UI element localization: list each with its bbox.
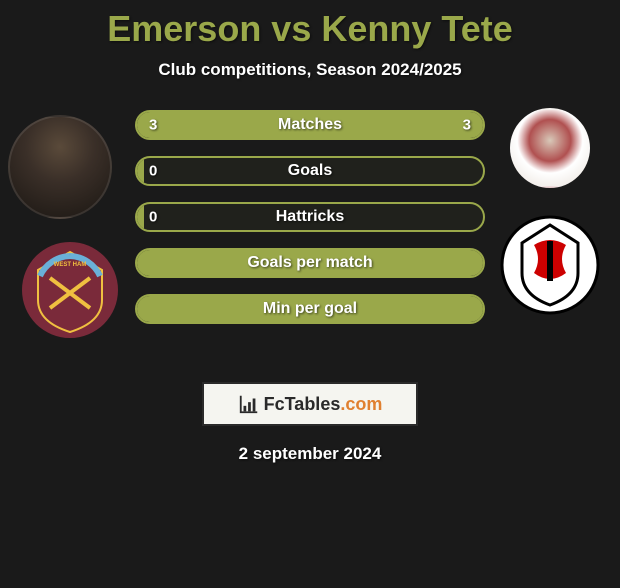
comparison-panel: WEST HAM 33Matches 0Goals 0Hattricks Goals …	[0, 110, 620, 370]
stat-label: Matches	[137, 116, 483, 134]
stat-row: 0Hattricks	[135, 202, 485, 232]
club-right-badge	[500, 215, 600, 315]
logo-text-main: FcTables	[264, 394, 341, 414]
west-ham-icon: WEST HAM	[20, 240, 120, 340]
date-label: 2 september 2024	[0, 444, 620, 464]
stat-row: Goals per match	[135, 248, 485, 278]
stat-row: Min per goal	[135, 294, 485, 324]
stat-label: Min per goal	[137, 300, 483, 318]
player-left-avatar	[8, 115, 112, 219]
stat-row: 33Matches	[135, 110, 485, 140]
chart-icon	[238, 393, 260, 415]
svg-text:WEST HAM: WEST HAM	[54, 262, 87, 268]
logo-text-tld: .com	[340, 394, 382, 414]
stat-label: Goals	[137, 162, 483, 180]
stat-bars: 33Matches 0Goals 0Hattricks Goals per match…	[135, 110, 485, 340]
stat-label: Hattricks	[137, 208, 483, 226]
logo-text: FcTables.com	[264, 394, 383, 415]
club-left-badge: WEST HAM	[20, 240, 120, 340]
fulham-icon	[500, 215, 600, 315]
subtitle: Club competitions, Season 2024/2025	[0, 60, 620, 80]
stat-label: Goals per match	[137, 254, 483, 272]
page-title: Emerson vs Kenny Tete	[0, 8, 620, 50]
stat-row: 0Goals	[135, 156, 485, 186]
player-right-avatar	[510, 108, 590, 188]
source-logo: FcTables.com	[202, 382, 418, 426]
